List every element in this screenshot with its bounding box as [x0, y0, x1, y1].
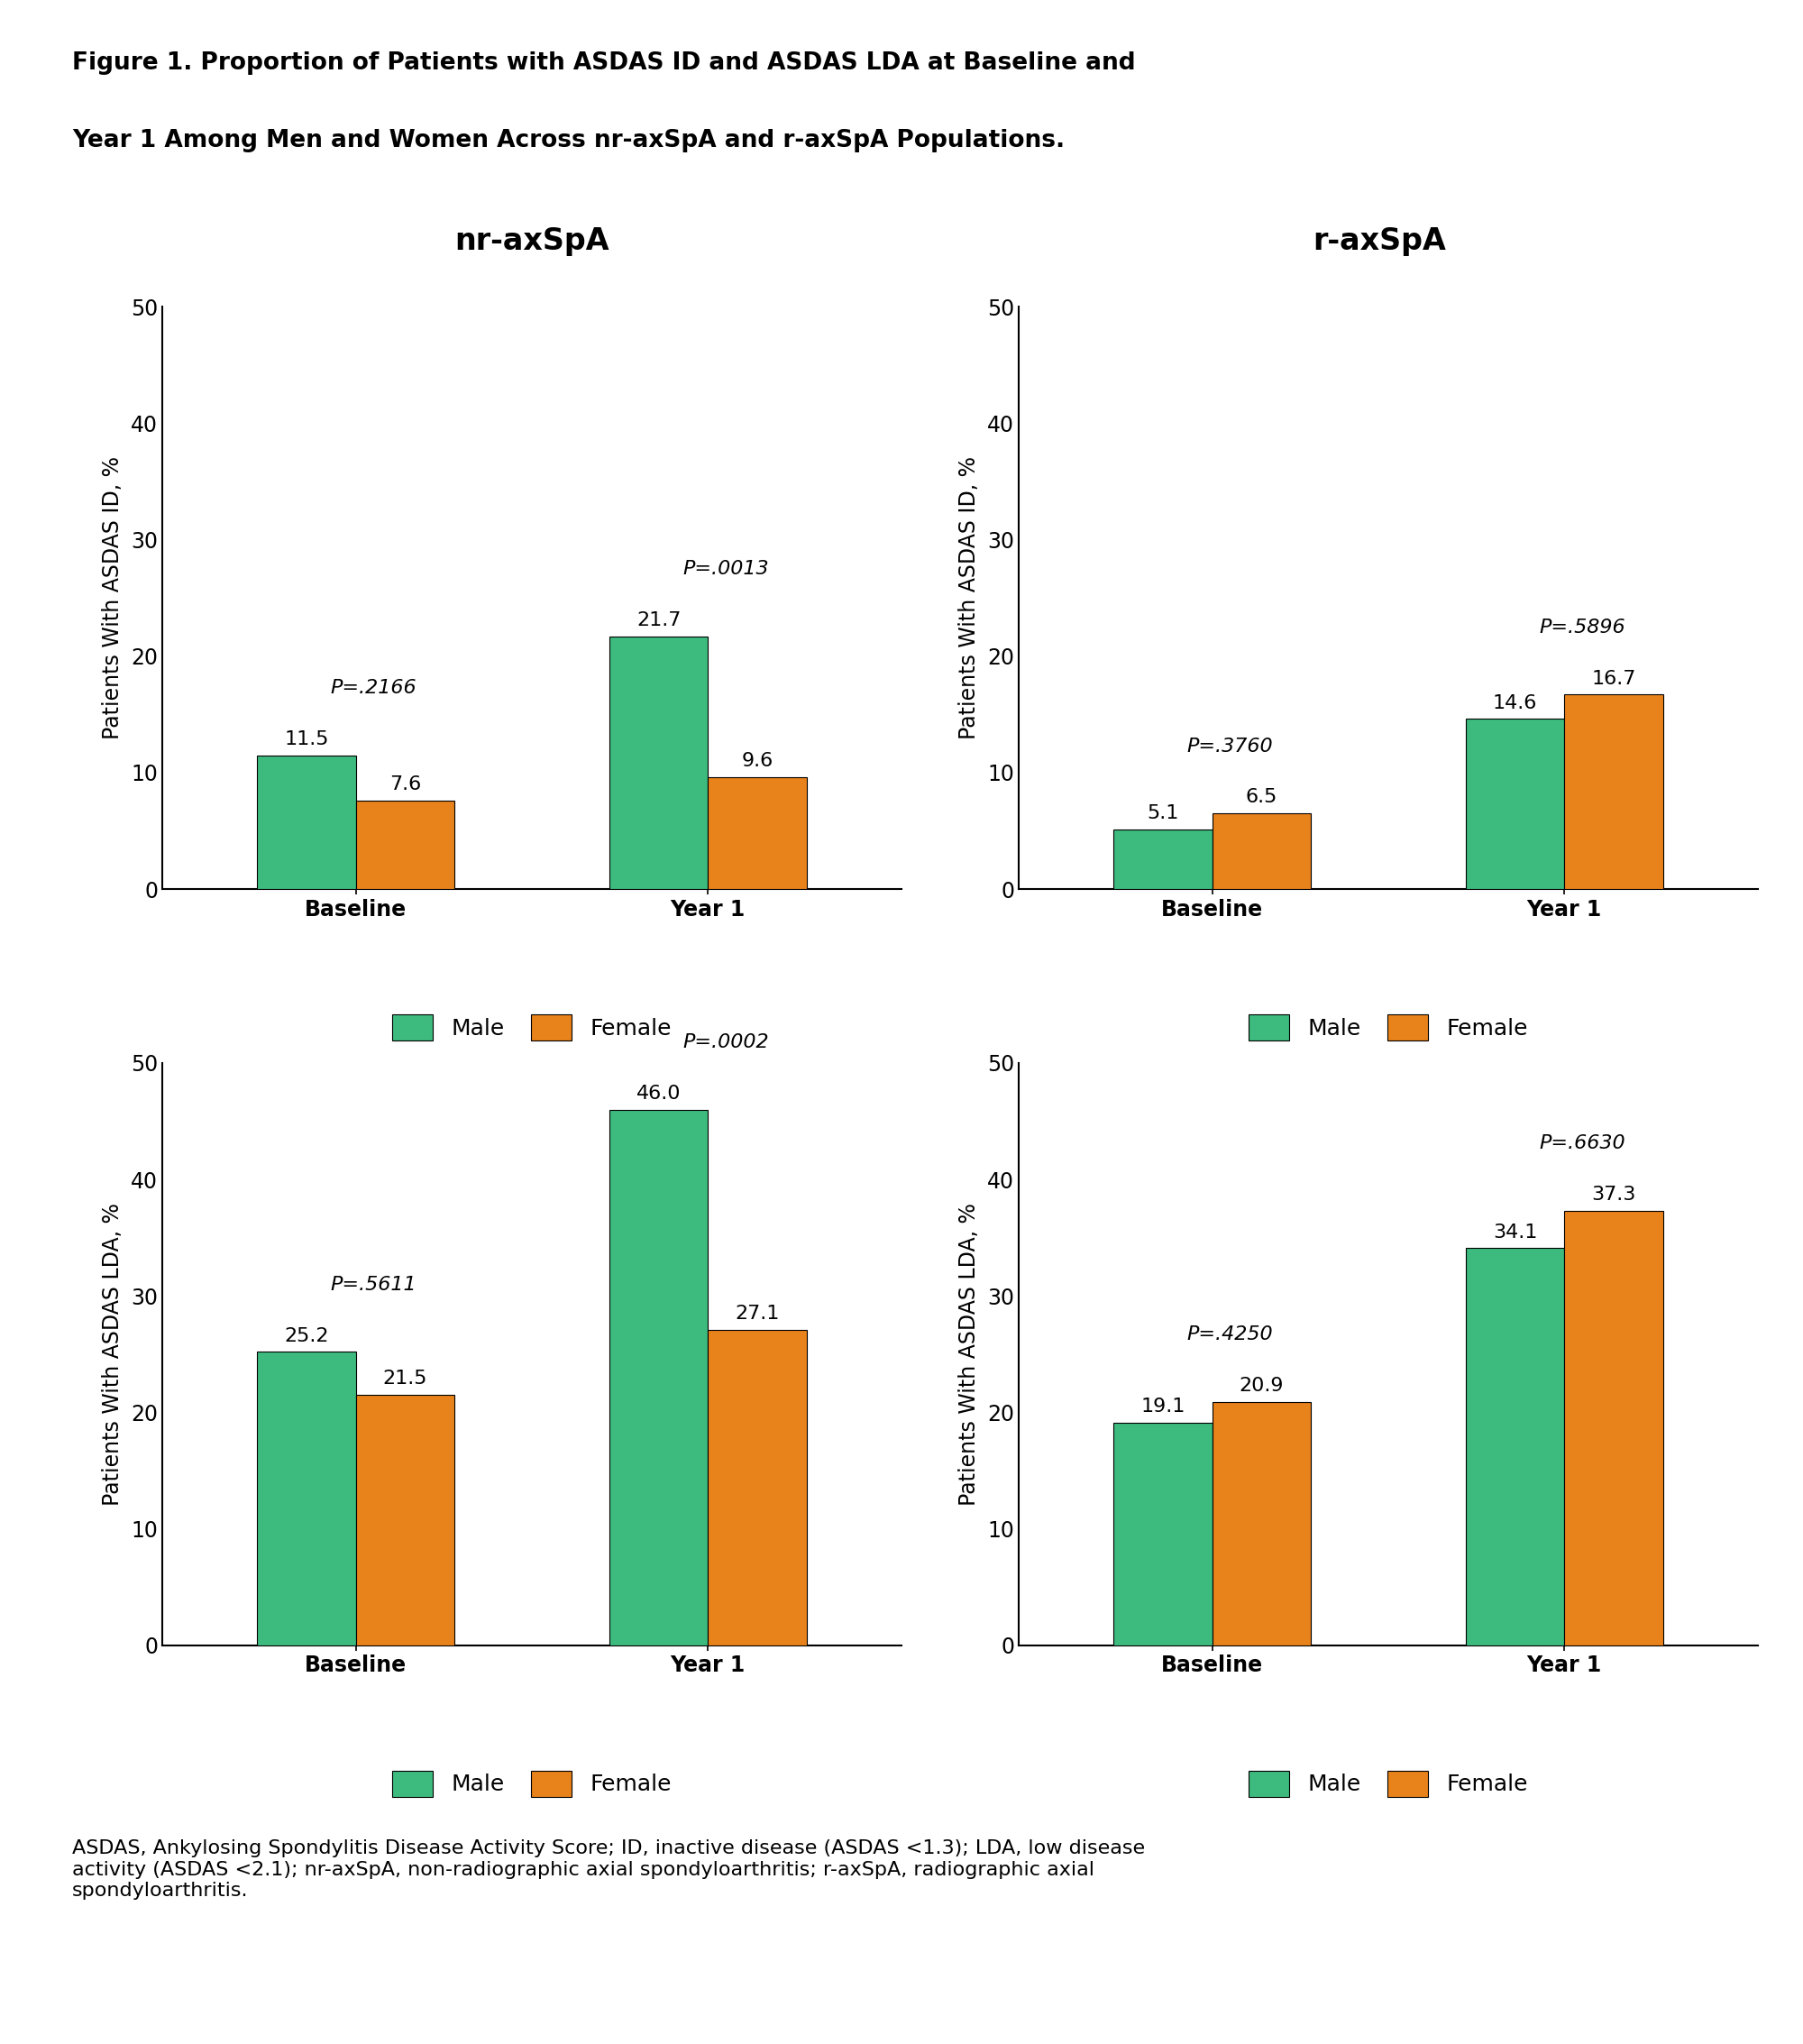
Y-axis label: Patients With ASDAS LDA, %: Patients With ASDAS LDA, %	[101, 1202, 123, 1506]
Text: 19.1: 19.1	[1141, 1398, 1185, 1416]
Bar	[709, 777, 806, 889]
Text: 21.7: 21.7	[636, 611, 682, 630]
Text: P=.6630: P=.6630	[1538, 1134, 1625, 1153]
Text: P=.5611: P=.5611	[330, 1275, 416, 1294]
Bar	[1565, 1210, 1662, 1645]
Bar	[609, 636, 709, 889]
Text: 9.6: 9.6	[741, 752, 773, 771]
Text: nr-axSpA: nr-axSpA	[454, 227, 609, 256]
Text: 7.6: 7.6	[389, 775, 422, 793]
Bar	[709, 1331, 806, 1645]
Text: 37.3: 37.3	[1592, 1186, 1635, 1204]
Text: P=.0013: P=.0013	[682, 560, 768, 578]
Bar	[1212, 814, 1311, 889]
Legend: Male, Female: Male, Female	[1240, 1006, 1536, 1049]
Bar	[258, 754, 355, 889]
Legend: Male, Female: Male, Female	[1240, 1762, 1536, 1805]
Text: P=.4250: P=.4250	[1186, 1327, 1273, 1343]
Legend: Male, Female: Male, Female	[384, 1762, 680, 1805]
Bar	[1565, 695, 1662, 889]
Y-axis label: Patients With ASDAS ID, %: Patients With ASDAS ID, %	[957, 456, 979, 740]
Bar	[1466, 1249, 1565, 1645]
Bar	[1114, 830, 1212, 889]
Text: 21.5: 21.5	[382, 1369, 427, 1388]
Text: 25.2: 25.2	[285, 1327, 328, 1345]
Y-axis label: Patients With ASDAS LDA, %: Patients With ASDAS LDA, %	[957, 1202, 979, 1506]
Text: ASDAS, Ankylosing Spondylitis Disease Activity Score; ID, inactive disease (ASDA: ASDAS, Ankylosing Spondylitis Disease Ac…	[72, 1840, 1145, 1899]
Y-axis label: Patients With ASDAS ID, %: Patients With ASDAS ID, %	[101, 456, 123, 740]
Text: 16.7: 16.7	[1592, 670, 1635, 687]
Bar	[609, 1110, 709, 1645]
Text: P=.3760: P=.3760	[1186, 738, 1273, 754]
Bar	[355, 1394, 454, 1645]
Bar	[1466, 719, 1565, 889]
Text: Year 1 Among Men and Women Across nr-axSpA and r-axSpA Populations.: Year 1 Among Men and Women Across nr-axS…	[72, 129, 1066, 151]
Bar	[1114, 1423, 1212, 1645]
Text: 34.1: 34.1	[1493, 1222, 1538, 1241]
Bar	[258, 1351, 355, 1645]
Text: 27.1: 27.1	[736, 1304, 779, 1322]
Bar	[355, 801, 454, 889]
Legend: Male, Female: Male, Female	[384, 1006, 680, 1049]
Text: 11.5: 11.5	[285, 730, 328, 748]
Text: 46.0: 46.0	[636, 1085, 682, 1102]
Text: Figure 1. Proportion of Patients with ASDAS ID and ASDAS LDA at Baseline and: Figure 1. Proportion of Patients with AS…	[72, 51, 1136, 74]
Text: P=.2166: P=.2166	[330, 679, 416, 697]
Bar	[1212, 1402, 1311, 1645]
Text: r-axSpA: r-axSpA	[1313, 227, 1446, 256]
Text: 6.5: 6.5	[1246, 789, 1278, 807]
Text: P=.0002: P=.0002	[682, 1032, 768, 1051]
Text: 5.1: 5.1	[1147, 805, 1179, 824]
Text: 20.9: 20.9	[1239, 1378, 1284, 1394]
Text: P=.5896: P=.5896	[1538, 617, 1625, 636]
Text: 14.6: 14.6	[1493, 695, 1538, 711]
